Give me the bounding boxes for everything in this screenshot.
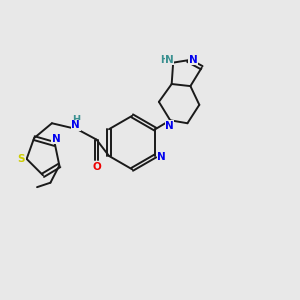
Text: N: N [189,55,198,64]
Text: H: H [72,115,80,125]
Text: N: N [165,55,174,64]
Text: N: N [158,152,166,162]
Text: N: N [165,121,174,130]
Text: H: H [160,55,168,64]
Text: O: O [92,162,101,172]
Text: S: S [18,154,25,164]
Text: N: N [71,120,80,130]
Text: N: N [52,134,61,144]
